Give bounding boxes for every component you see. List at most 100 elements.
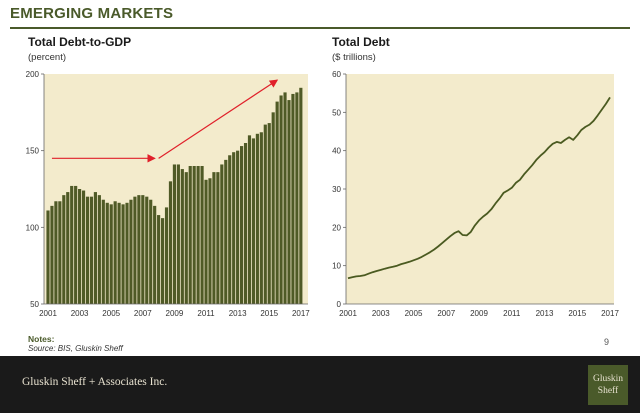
debt-to-gdp-bar <box>224 160 227 304</box>
debt-to-gdp-bar <box>74 186 77 304</box>
debt-to-gdp-bar <box>173 164 176 304</box>
debt-to-gdp-bar <box>121 204 124 304</box>
footer-company-name: Gluskin Sheff + Associates Inc. <box>22 376 167 388</box>
debt-to-gdp-bar <box>236 151 239 304</box>
line-chart-y-tick-label: 0 <box>337 300 342 309</box>
debt-to-gdp-bar <box>240 146 243 304</box>
debt-to-gdp-bar <box>106 203 109 304</box>
debt-to-gdp-bar <box>70 186 73 304</box>
line-chart-x-tick-label: 2007 <box>437 309 455 318</box>
line-chart-y-tick-label: 10 <box>332 262 341 271</box>
debt-to-gdp-bar <box>299 88 302 304</box>
bar-chart-x-tick-label: 2009 <box>166 309 184 318</box>
debt-to-gdp-bar <box>283 92 286 304</box>
debt-to-gdp-bar <box>46 210 49 304</box>
debt-to-gdp-bar <box>208 178 211 304</box>
line-chart-x-tick-label: 2011 <box>503 309 521 318</box>
debt-to-gdp-bar <box>133 197 136 304</box>
debt-to-gdp-bar <box>272 112 275 304</box>
debt-to-gdp-bar <box>110 204 113 304</box>
debt-to-gdp-bar <box>248 135 251 304</box>
debt-to-gdp-bar <box>185 172 188 304</box>
bar-chart-y-tick-label: 150 <box>26 147 40 156</box>
debt-to-gdp-bar <box>193 166 196 304</box>
debt-to-gdp-bar <box>181 169 184 304</box>
debt-to-gdp-bar <box>291 94 294 304</box>
debt-to-gdp-bar <box>268 123 271 304</box>
footer-bar: Gluskin Sheff + Associates Inc. Gluskin … <box>0 356 640 413</box>
debt-to-gdp-bar <box>212 172 215 304</box>
bar-chart-y-tick-label: 200 <box>26 70 40 79</box>
bar-chart-x-tick-label: 2011 <box>197 309 215 318</box>
notes-label: Notes: <box>28 334 54 344</box>
page-number: 9 <box>604 337 609 347</box>
debt-to-gdp-bar <box>260 132 263 304</box>
bar-chart-x-tick-label: 2017 <box>292 309 310 318</box>
debt-to-gdp-bar <box>129 200 132 304</box>
debt-to-gdp-bar <box>102 200 105 304</box>
line-chart-y-tick-label: 40 <box>332 147 341 156</box>
bar-chart-x-tick-label: 2015 <box>260 309 278 318</box>
debt-to-gdp-bar <box>280 95 283 304</box>
bar-chart-x-tick-label: 2007 <box>134 309 152 318</box>
line-chart-x-tick-label: 2015 <box>568 309 586 318</box>
bar-chart-x-tick-label: 2005 <box>102 309 120 318</box>
debt-to-gdp-bar <box>153 206 156 304</box>
debt-to-gdp-bar <box>66 192 69 304</box>
debt-to-gdp-bar <box>78 189 81 304</box>
debt-to-gdp-bar <box>125 203 128 304</box>
debt-to-gdp-bar <box>200 166 203 304</box>
debt-to-gdp-bar <box>228 155 231 304</box>
line-chart-x-tick-label: 2017 <box>601 309 619 318</box>
debt-to-gdp-bar <box>252 138 255 304</box>
line-chart-y-tick-label: 50 <box>332 108 341 117</box>
debt-to-gdp-bar <box>189 166 192 304</box>
line-chart-y-tick-label: 30 <box>332 185 341 194</box>
debt-to-gdp-bar <box>82 191 85 304</box>
line-chart-x-tick-label: 2013 <box>536 309 554 318</box>
debt-to-gdp-bar <box>137 195 140 304</box>
line-chart-plot-area <box>346 74 614 304</box>
debt-to-gdp-bar <box>264 125 267 304</box>
debt-to-gdp-bar <box>94 192 97 304</box>
line-chart-x-tick-label: 2009 <box>470 309 488 318</box>
debt-to-gdp-bar <box>90 197 93 304</box>
debt-to-gdp-bar <box>165 207 168 304</box>
bar-chart-x-tick-label: 2001 <box>39 309 57 318</box>
debt-to-gdp-bar <box>118 203 121 304</box>
bar-chart-x-tick-label: 2013 <box>229 309 247 318</box>
line-chart-x-tick-label: 2005 <box>405 309 423 318</box>
debt-to-gdp-bar <box>232 152 235 304</box>
debt-to-gdp-bar <box>295 92 298 304</box>
line-chart-x-tick-label: 2003 <box>372 309 390 318</box>
source-note: Source: BIS, Gluskin Sheff <box>28 344 123 353</box>
debt-to-gdp-bar <box>177 164 180 304</box>
debt-to-gdp-bar <box>220 164 223 304</box>
bar-chart-y-tick-label: 50 <box>30 300 39 309</box>
debt-to-gdp-bar <box>50 206 53 304</box>
line-chart-y-tick-label: 20 <box>332 223 341 232</box>
debt-to-gdp-bar <box>197 166 200 304</box>
bar-chart-y-tick-label: 100 <box>26 223 40 232</box>
line-chart-x-tick-label: 2001 <box>339 309 357 318</box>
bar-chart-x-tick-label: 2003 <box>71 309 89 318</box>
debt-to-gdp-bar <box>86 197 89 304</box>
debt-to-gdp-bar <box>149 200 152 304</box>
debt-to-gdp-bar <box>114 201 117 304</box>
debt-to-gdp-bar <box>62 195 65 304</box>
debt-to-gdp-bar <box>204 180 207 304</box>
debt-to-gdp-bar <box>98 195 101 304</box>
logo-line-2: Sheff <box>588 385 628 397</box>
debt-to-gdp-bar <box>58 201 61 304</box>
debt-to-gdp-bar <box>145 197 148 304</box>
debt-to-gdp-bar <box>157 215 160 304</box>
logo-line-1: Gluskin <box>588 373 628 385</box>
debt-to-gdp-bar <box>54 201 57 304</box>
debt-to-gdp-bar <box>141 195 144 304</box>
debt-to-gdp-bar <box>276 102 279 304</box>
debt-to-gdp-bar <box>216 172 219 304</box>
debt-to-gdp-bar <box>256 134 259 304</box>
debt-to-gdp-bar <box>287 100 290 304</box>
debt-to-gdp-bar <box>244 143 247 304</box>
